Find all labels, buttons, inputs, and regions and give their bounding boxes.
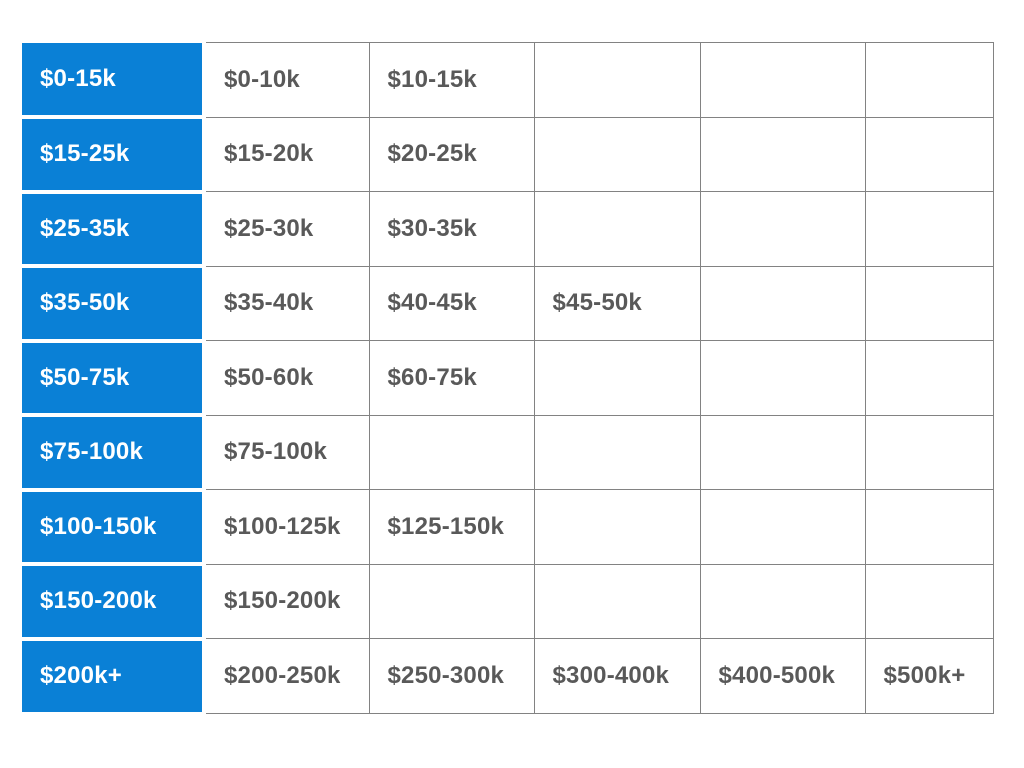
- table-row: $100-150k $100-125k $125-150k: [22, 489, 994, 566]
- sub-range-cell: $100-125k: [203, 489, 370, 565]
- table-row: $25-35k $25-30k $30-35k: [22, 191, 994, 268]
- sub-range-cell: [864, 563, 994, 639]
- sub-range-cell: $20-25k: [368, 116, 535, 192]
- income-ranges-table: $0-15k $0-10k $10-15k $15-25k $15-20k $2…: [22, 42, 994, 714]
- table-row: $150-200k $150-200k: [22, 563, 994, 641]
- sub-range-cell: $40-45k: [368, 265, 535, 341]
- sub-range-cell: [533, 340, 701, 416]
- sub-range-cell: $125-150k: [368, 489, 535, 565]
- sub-range-cell: $15-20k: [203, 116, 370, 192]
- sub-range-cell: [533, 489, 701, 565]
- table-row: $35-50k $35-40k $40-45k $45-50k: [22, 265, 994, 343]
- income-range-cell: $50-75k: [22, 340, 206, 417]
- sub-range-cell: $200-250k: [203, 638, 370, 714]
- table-row: $75-100k $75-100k: [22, 414, 994, 492]
- sub-range-cell: $25-30k: [203, 191, 370, 267]
- sub-range-cell: [533, 414, 701, 490]
- sub-range-cell: [533, 191, 701, 267]
- table-row: $0-15k $0-10k $10-15k: [22, 42, 994, 119]
- sub-range-cell: [699, 42, 866, 118]
- sub-range-cell: [864, 265, 994, 341]
- sub-range-cell: $0-10k: [203, 42, 370, 118]
- sub-range-cell: [533, 563, 701, 639]
- income-range-cell: $15-25k: [22, 117, 206, 194]
- sub-range-cell: [864, 191, 994, 267]
- sub-range-cell: $50-60k: [203, 340, 370, 416]
- sub-range-cell: [533, 42, 701, 118]
- sub-range-cell: [864, 116, 994, 192]
- sub-range-cell: $60-75k: [368, 340, 535, 416]
- income-range-cell: $150-200k: [22, 564, 206, 641]
- income-range-cell: $0-15k: [22, 42, 206, 119]
- sub-range-cell: [699, 340, 866, 416]
- sub-range-cell: $400-500k: [699, 638, 866, 714]
- table-row: $50-75k $50-60k $60-75k: [22, 340, 994, 417]
- income-range-cell: $25-35k: [22, 191, 206, 268]
- sub-range-cell: [699, 489, 866, 565]
- sub-range-cell: [864, 489, 994, 565]
- sub-range-cell: [699, 563, 866, 639]
- sub-range-cell: [864, 42, 994, 118]
- sub-range-cell: $45-50k: [533, 265, 701, 341]
- table-row: $15-25k $15-20k $20-25k: [22, 116, 994, 194]
- sub-range-cell: [699, 116, 866, 192]
- sub-range-cell: [699, 265, 866, 341]
- sub-range-cell: [368, 563, 535, 639]
- sub-range-cell: $30-35k: [368, 191, 535, 267]
- income-range-cell: $35-50k: [22, 266, 206, 343]
- sub-range-cell: $300-400k: [533, 638, 701, 714]
- sub-range-cell: [699, 191, 866, 267]
- sub-range-cell: $500k+: [864, 638, 994, 714]
- income-range-cell: $75-100k: [22, 415, 206, 492]
- income-range-cell: $100-150k: [22, 489, 206, 566]
- sub-range-cell: [533, 116, 701, 192]
- income-range-cell: $200k+: [22, 638, 206, 714]
- sub-range-cell: [864, 414, 994, 490]
- sub-range-cell: $250-300k: [368, 638, 535, 714]
- table-row: $200k+ $200-250k $250-300k $300-400k $40…: [22, 638, 994, 714]
- sub-range-cell: $75-100k: [203, 414, 370, 490]
- sub-range-cell: $35-40k: [203, 265, 370, 341]
- sub-range-cell: [864, 340, 994, 416]
- sub-range-cell: [699, 414, 866, 490]
- sub-range-cell: $10-15k: [368, 42, 535, 118]
- sub-range-cell: [368, 414, 535, 490]
- sub-range-cell: $150-200k: [203, 563, 370, 639]
